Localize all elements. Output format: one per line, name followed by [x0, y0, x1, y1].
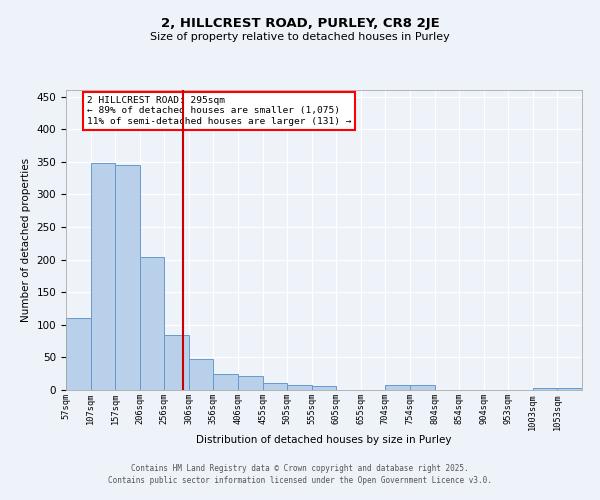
Bar — [385, 386, 410, 390]
Bar — [91, 163, 115, 390]
Bar — [557, 388, 582, 390]
X-axis label: Distribution of detached houses by size in Purley: Distribution of detached houses by size … — [196, 435, 452, 445]
Bar — [263, 383, 287, 390]
Bar — [164, 334, 189, 390]
Text: Contains HM Land Registry data © Crown copyright and database right 2025.
Contai: Contains HM Land Registry data © Crown c… — [108, 464, 492, 485]
Bar — [214, 374, 238, 390]
Bar — [115, 165, 140, 390]
Text: Size of property relative to detached houses in Purley: Size of property relative to detached ho… — [150, 32, 450, 42]
Bar — [189, 360, 214, 390]
Bar — [140, 257, 164, 390]
Bar — [66, 318, 91, 390]
Bar — [312, 386, 336, 390]
Bar — [287, 385, 312, 390]
Text: 2, HILLCREST ROAD, PURLEY, CR8 2JE: 2, HILLCREST ROAD, PURLEY, CR8 2JE — [161, 18, 439, 30]
Text: 2 HILLCREST ROAD: 295sqm
← 89% of detached houses are smaller (1,075)
11% of sem: 2 HILLCREST ROAD: 295sqm ← 89% of detach… — [86, 96, 351, 126]
Y-axis label: Number of detached properties: Number of detached properties — [21, 158, 31, 322]
Bar — [533, 388, 557, 390]
Bar — [410, 386, 434, 390]
Bar — [238, 376, 263, 390]
